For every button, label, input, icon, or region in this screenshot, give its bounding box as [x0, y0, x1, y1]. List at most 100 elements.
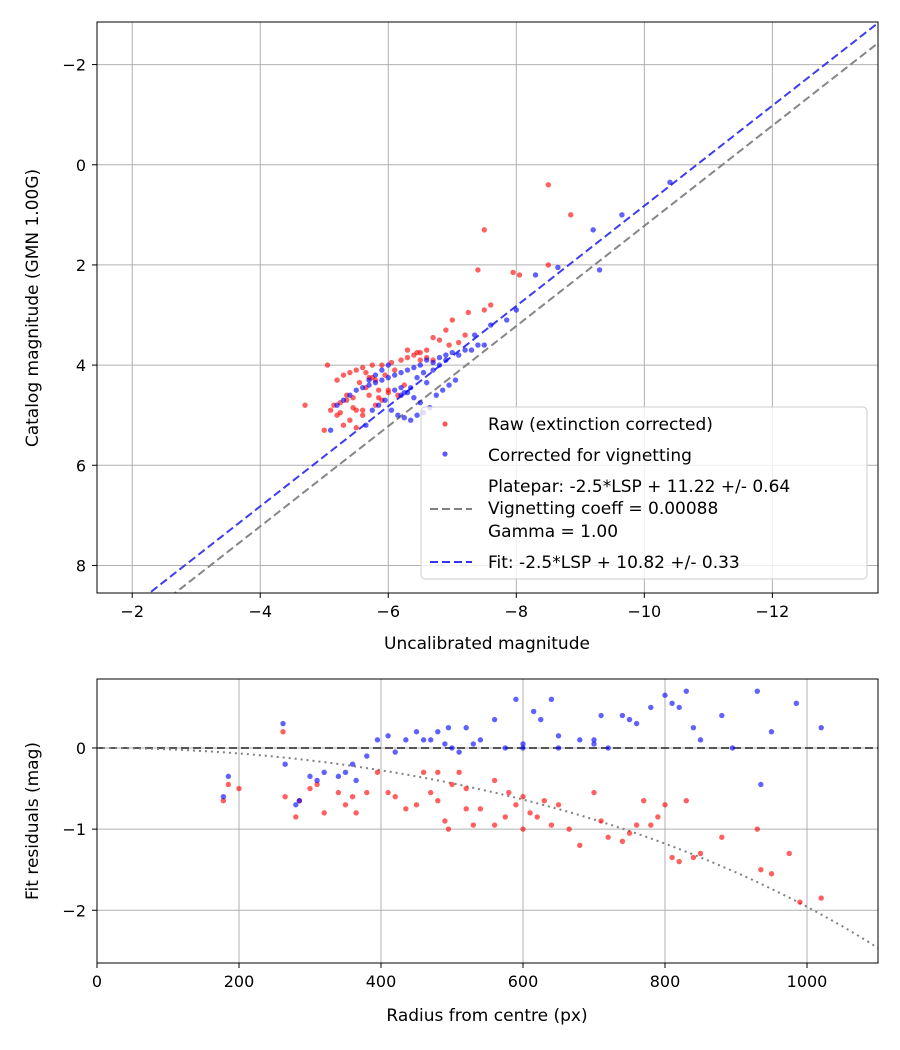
top-corrected-point: [340, 397, 347, 403]
bottom-raw-point: [534, 814, 540, 820]
top-x-tick-label: −12: [755, 602, 789, 621]
top-corrected-point: [395, 412, 401, 418]
top-raw-point: [347, 417, 353, 423]
top-corrected-point: [596, 267, 603, 273]
bottom-x-ticks: 0 200 400 600 800 1000: [92, 963, 827, 991]
top-corrected-point: [353, 387, 359, 393]
top-raw-point: [359, 364, 366, 371]
top-raw-point: [449, 317, 455, 323]
bottom-raw-point: [293, 814, 299, 820]
bottom-corrected-point: [690, 724, 697, 731]
bottom-corrected-point: [307, 773, 313, 780]
bottom-raw-point: [591, 789, 597, 796]
top-x-ticks: −2 −4 −6 −8 −10 −12: [120, 593, 789, 621]
bottom-raw-point: [768, 871, 775, 877]
platepar-line: [173, 42, 878, 593]
top-corrected-point: [443, 352, 449, 358]
top-raw-point: [385, 387, 391, 393]
bottom-raw-point: [502, 814, 508, 820]
fit-line: [147, 22, 878, 593]
bottom-raw-point: [754, 826, 760, 832]
bottom-corrected-point: [669, 700, 675, 707]
bottom-corrected-point: [513, 696, 519, 702]
bottom-corrected-point: [729, 745, 736, 751]
bottom-corrected-point: [754, 688, 760, 694]
top-raw-point: [375, 394, 382, 401]
bottom-raw-point: [758, 866, 764, 873]
bottom-corrected-point: [530, 708, 537, 715]
top-raw-point: [510, 269, 516, 276]
top-x-tick-label: −4: [248, 602, 272, 621]
bottom-raw-point: [797, 899, 803, 905]
top-raw-point: [545, 262, 552, 268]
top-raw-point: [398, 357, 404, 363]
bottom-raw-point: [342, 802, 349, 808]
top-corrected-point: [488, 322, 494, 328]
bottom-raw-point: [577, 842, 583, 849]
bottom-corrected-point: [364, 753, 370, 759]
top-scatter-points: [302, 179, 673, 433]
top-raw-point: [359, 412, 366, 418]
bottom-corrected-point: [633, 720, 640, 727]
bottom-x-tick-label: 1000: [787, 972, 828, 991]
bottom-corrected-point: [385, 733, 391, 739]
bottom-raw-point: [413, 802, 420, 808]
top-corrected-point: [372, 379, 379, 386]
top-raw-point: [321, 427, 327, 433]
bottom-corrected-point: [428, 737, 434, 743]
bottom-raw-point: [566, 826, 572, 832]
top-corrected-point: [414, 412, 420, 418]
bottom-raw-point: [541, 798, 547, 804]
legend-raw-label: Raw (extinction corrected): [488, 415, 713, 435]
bottom-corrected-point: [413, 729, 420, 735]
top-plot: −2 −4 −6 −8 −10 −12 −2 0 2 4 6 8 Uncalibrated magn…: [23, 21, 879, 654]
bottom-raw-point: [513, 802, 519, 808]
top-raw-point: [443, 327, 449, 333]
top-corrected-point: [404, 367, 411, 373]
top-corrected-point: [619, 212, 625, 218]
bottom-raw-point: [280, 729, 286, 735]
top-corrected-point: [471, 332, 478, 338]
bottom-raw-point: [335, 789, 342, 796]
bottom-raw-point: [527, 810, 533, 816]
top-corrected-point: [385, 374, 391, 381]
top-raw-point: [465, 309, 471, 316]
top-corrected-point: [590, 227, 596, 233]
top-raw-point: [327, 407, 334, 413]
bottom-corrected-point: [445, 724, 452, 731]
top-corrected-point: [407, 384, 414, 391]
top-raw-point: [488, 302, 494, 308]
bottom-raw-point: [506, 789, 512, 796]
top-raw-point: [475, 267, 481, 273]
top-corrected-point: [411, 394, 417, 401]
bottom-raw-point: [449, 781, 455, 788]
top-corrected-point: [468, 347, 475, 353]
bottom-corrected-point: [477, 737, 484, 743]
bottom-raw-point: [470, 822, 476, 828]
bottom-raw-point: [435, 769, 441, 776]
top-x-tick-label: −8: [505, 602, 529, 621]
vignetting-model-curve: [97, 747, 878, 949]
top-raw-point: [353, 425, 359, 431]
bottom-corrected-point: [449, 745, 455, 751]
bottom-corrected-point: [280, 720, 286, 727]
top-corrected-point: [443, 357, 449, 363]
top-corrected-point: [475, 342, 481, 348]
bottom-raw-point: [683, 798, 689, 804]
legend-corrected-label: Corrected for vignetting: [488, 446, 692, 466]
bottom-corrected-point: [225, 773, 232, 780]
top-raw-point: [481, 307, 487, 313]
bottom-x-tick-label: 600: [508, 972, 539, 991]
top-axes-frame: [96, 21, 879, 594]
top-corrected-point: [385, 362, 391, 368]
top-corrected-point: [436, 362, 443, 368]
bottom-corrected-point: [392, 749, 398, 755]
top-corrected-point: [449, 349, 455, 356]
bottom-raw-point: [428, 789, 434, 796]
bottom-raw-point: [385, 789, 391, 796]
top-corrected-point: [372, 372, 379, 378]
bottom-corrected-point: [342, 769, 349, 776]
bottom-x-tick-label: 200: [224, 972, 255, 991]
bottom-corrected-point: [491, 716, 498, 723]
